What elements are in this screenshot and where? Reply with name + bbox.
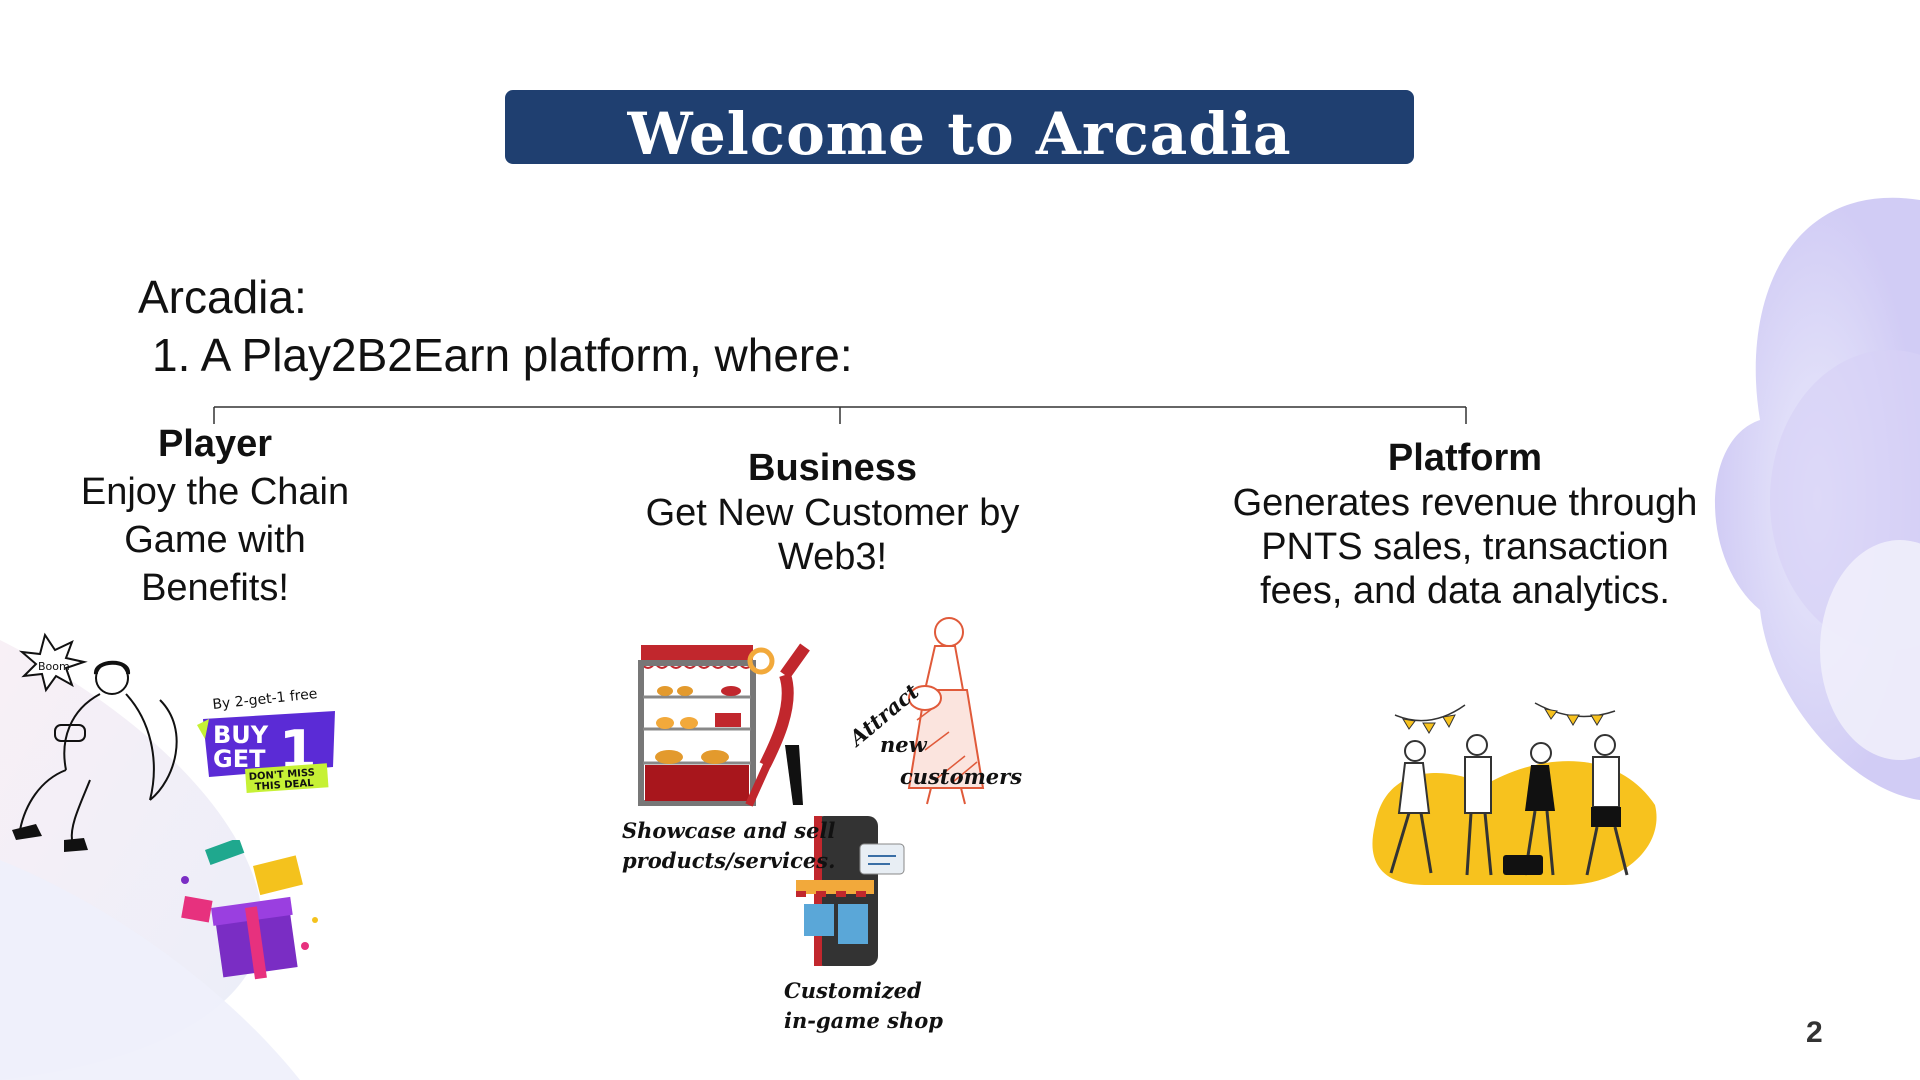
badge-top-text: By 2-get-1 free <box>212 686 318 713</box>
shop-caption: Customized in-game shop <box>784 976 943 1036</box>
showcase-caption-line-2: products/services. <box>622 848 836 873</box>
showcase-caption: Showcase and sell products/services. <box>622 816 835 876</box>
title-banner: Welcome to Arcadia <box>505 90 1414 168</box>
badge-deal-text-2: THIS DEAL <box>254 778 314 793</box>
shop-caption-line-2: in-game shop <box>784 1008 943 1033</box>
intro-text: Arcadia: 1. A Play2B2Earn platform, wher… <box>138 268 853 384</box>
player-column: Player Enjoy the Chain Game with Benefit… <box>50 420 380 612</box>
attract-caption-word-2: new <box>880 732 927 757</box>
bakery-shop-illustration <box>638 643 810 807</box>
player-description: Enjoy the Chain Game with Benefits! <box>80 471 350 609</box>
platform-description: Generates revenue through PNTS sales, tr… <box>1232 482 1698 612</box>
celebration-party-illustration <box>1372 702 1657 885</box>
business-heading: Business <box>748 447 917 489</box>
shop-caption-line-1: Customized <box>784 978 922 1003</box>
business-description: Get New Customer by Web3! <box>645 492 1020 578</box>
player-heading: Player <box>157 423 273 465</box>
boom-bubble-text: Boom <box>38 660 70 673</box>
intro-line-1: Arcadia: <box>138 271 307 323</box>
platform-heading: Platform <box>1387 437 1543 479</box>
buy-get-one-badge: By 2-get-1 free BUY GET 1 DON'T MISS THI… <box>197 686 335 793</box>
badge-buy-text: BUY <box>213 721 269 749</box>
customer-woman-illustration <box>907 617 985 805</box>
platform-column: Platform Generates revenue through PNTS … <box>1215 435 1715 613</box>
slide-title: Welcome to Arcadia <box>627 100 1292 168</box>
showcase-caption-line-1: Showcase and sell <box>622 818 836 843</box>
gamer-illustration: Boom <box>12 632 178 852</box>
intro-line-2: 1. A Play2B2Earn platform, where: <box>152 329 853 381</box>
business-column: Business Get New Customer by Web3! <box>620 445 1045 579</box>
gift-boxes-illustration <box>181 840 318 980</box>
page-number: 2 <box>1806 1016 1823 1049</box>
attract-caption-word-3: customers <box>900 764 1023 789</box>
phone-shop-illustration <box>796 816 905 966</box>
badge-deal-text-1: DON'T MISS <box>248 767 315 783</box>
